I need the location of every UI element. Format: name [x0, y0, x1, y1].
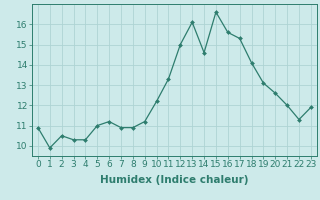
- X-axis label: Humidex (Indice chaleur): Humidex (Indice chaleur): [100, 175, 249, 185]
